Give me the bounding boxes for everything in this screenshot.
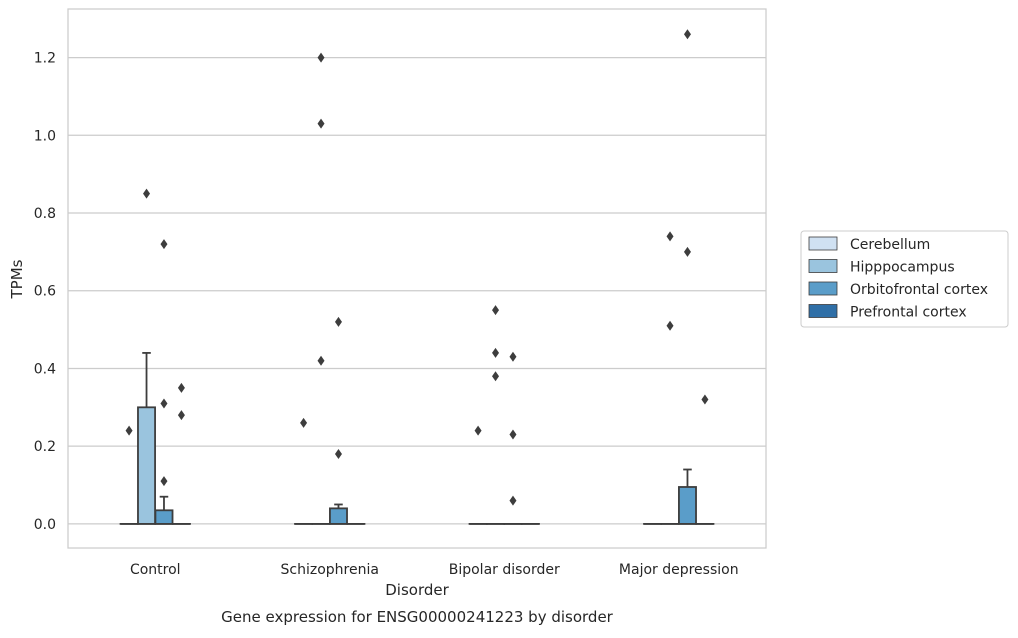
- box-group: [330, 317, 347, 524]
- outlier-point: [318, 53, 325, 63]
- axes-frame: [68, 9, 766, 548]
- outlier-point: [335, 449, 342, 459]
- y-tick-label: 0.0: [34, 517, 56, 533]
- outlier-point: [509, 496, 516, 506]
- box-group: [173, 383, 190, 524]
- box-group: [504, 352, 521, 524]
- y-tick-label: 0.6: [34, 284, 56, 300]
- box-group: [312, 53, 329, 524]
- box-group: [155, 239, 172, 524]
- legend-swatch: [809, 282, 837, 295]
- legend-label: Orbitofrontal cortex: [850, 282, 988, 298]
- outlier-point: [492, 305, 499, 315]
- x-tick-label: Major depression: [619, 562, 739, 578]
- box-group: [487, 305, 504, 524]
- outlier-point: [701, 395, 708, 405]
- y-tick-label: 0.4: [34, 361, 56, 377]
- outlier-point: [178, 383, 185, 393]
- outlier-point: [667, 231, 674, 241]
- box-group: [470, 426, 487, 524]
- x-tick-label: Bipolar disorder: [449, 562, 560, 578]
- outlier-point: [178, 410, 185, 420]
- box-group: [121, 426, 138, 524]
- y-axis-label: TPMs: [8, 259, 26, 299]
- outlier-point: [492, 371, 499, 381]
- outlier-point: [160, 398, 167, 408]
- outlier-point: [509, 352, 516, 362]
- box-group: [696, 395, 713, 524]
- box: [330, 508, 347, 524]
- outlier-point: [126, 426, 133, 436]
- y-tick-labels: 0.0 0.2 0.4 0.6 0.8 1.0 1.2: [34, 51, 56, 533]
- outlier-point: [318, 119, 325, 129]
- x-tick-labels: Control Schizophrenia Bipolar disorder Majo…: [130, 562, 739, 578]
- box: [138, 407, 155, 524]
- box-group: [295, 418, 312, 524]
- outlier-point: [160, 239, 167, 249]
- x-tick-label: Control: [130, 562, 181, 578]
- box-group: [679, 29, 696, 524]
- y-tick-label: 1.0: [34, 128, 56, 144]
- legend-swatch: [809, 260, 837, 273]
- y-tick-label: 1.2: [34, 51, 56, 67]
- outlier-point: [492, 348, 499, 358]
- outlier-point: [318, 356, 325, 366]
- legend: Cerebellum Hipppocampus Orbitofrontal cort…: [801, 231, 1008, 327]
- legend-swatch: [809, 237, 837, 250]
- outlier-point: [335, 317, 342, 327]
- chart-caption: Gene expression for ENSG00000241223 by d…: [221, 608, 614, 626]
- legend-label: Hipppocampus: [850, 260, 955, 276]
- legend-swatch: [809, 305, 837, 318]
- box-group: [661, 231, 678, 524]
- x-tick-label: Schizophrenia: [281, 562, 379, 578]
- box: [679, 487, 696, 524]
- outlier-point: [684, 29, 691, 39]
- outlier-point: [509, 430, 516, 440]
- outlier-point: [667, 321, 674, 331]
- legend-label: Prefrontal cortex: [850, 305, 967, 321]
- boxes-layer: [121, 29, 714, 524]
- legend-label: Cerebellum: [850, 237, 930, 253]
- box: [155, 510, 172, 524]
- outlier-point: [475, 426, 482, 436]
- outlier-point: [300, 418, 307, 428]
- outlier-point: [160, 476, 167, 486]
- gridlines: [68, 58, 766, 524]
- box-group: [138, 189, 155, 524]
- outlier-point: [684, 247, 691, 257]
- y-tick-label: 0.8: [34, 206, 56, 222]
- outlier-point: [143, 189, 150, 199]
- x-axis-label: Disorder: [385, 581, 449, 599]
- y-tick-label: 0.2: [34, 439, 56, 455]
